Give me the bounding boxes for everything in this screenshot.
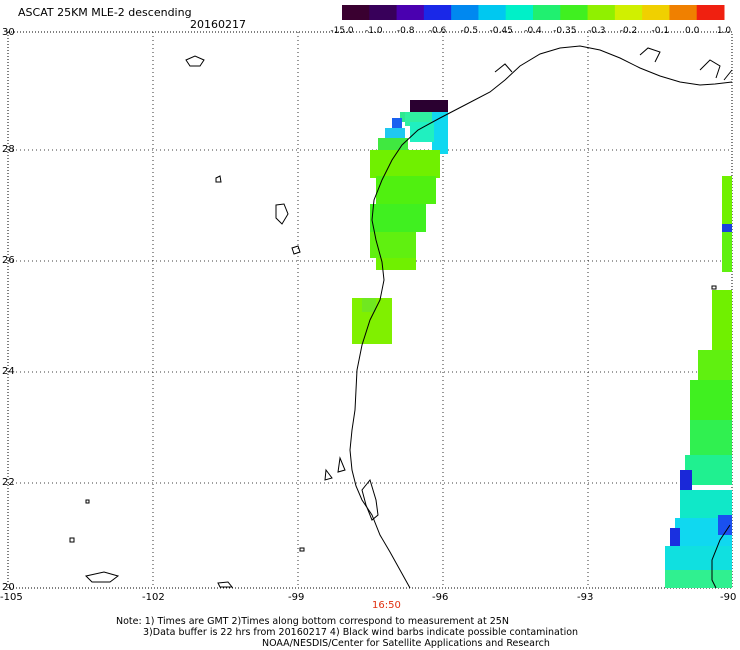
- colorbar-swatch: [560, 5, 589, 20]
- colorbar-tick-label: -15.0: [330, 26, 354, 36]
- colorbar-swatch: [642, 5, 670, 20]
- colorbar-tick-label: -0.45: [489, 26, 513, 36]
- lat-label-26: 26: [2, 255, 15, 266]
- lon-label-105: -105: [0, 592, 23, 603]
- colorbar-swatch: [451, 5, 479, 20]
- wind-swath-east: [665, 176, 732, 588]
- colorbar-tick-label: -0.35: [553, 26, 577, 36]
- colorbar-swatch: [533, 5, 561, 20]
- colorbar-tick-label: -0.3: [587, 26, 606, 36]
- colorbar-swatch: [478, 5, 507, 20]
- lon-label-102: -102: [142, 592, 165, 603]
- lat-label-28: 28: [2, 144, 15, 155]
- colorbar-tick-label: -0.5: [460, 26, 479, 36]
- colorbar-tick-label: -0.4: [524, 26, 542, 36]
- note-line-2: 3)Data buffer is 22 hrs from 20160217 4)…: [143, 627, 579, 638]
- colorbar-swatch: [342, 5, 370, 20]
- colorbar-swatch: [396, 5, 425, 20]
- colorbar-tick-label: 0.0: [684, 26, 700, 36]
- colorbar-swatch: [423, 5, 452, 20]
- note-line-3: NOAA/NESDIS/Center for Satellite Applica…: [262, 638, 550, 649]
- colorbar-swatch: [505, 5, 534, 20]
- colorbar-tick-label: -0.8: [396, 26, 415, 36]
- product-title: ASCAT 25KM MLE-2 descending: [18, 6, 192, 19]
- product-date: 20160217: [190, 18, 246, 31]
- lat-label-22: 22: [2, 477, 15, 488]
- islands: [69, 55, 717, 588]
- colorbar: [342, 5, 725, 20]
- colorbar-tick-label: -1.0: [365, 26, 383, 36]
- lon-label-93: -93: [577, 592, 594, 603]
- colorbar-swatch: [696, 5, 725, 20]
- colorbar-swatch: [614, 5, 643, 20]
- colorbar-tick-label: 1.0: [716, 26, 732, 36]
- coastline: [324, 45, 733, 589]
- lon-label-96: -96: [432, 592, 449, 603]
- time-label: 16:50: [372, 600, 401, 611]
- lat-label-20: 20: [2, 582, 15, 593]
- colorbar-swatch: [369, 5, 398, 20]
- wind-swath-texas: [352, 100, 448, 344]
- colorbar-labels: -15.0 -1.0 -0.8 -0.6 -0.5 -0.45 -0.4 -0.35 -0.3 -…: [0, 0, 740, 40]
- colorbar-tick-label: -0.1: [651, 26, 670, 36]
- lat-label-30: 30: [2, 27, 15, 38]
- note-line-1: Note: 1) Times are GMT 2)Times along bot…: [116, 616, 509, 627]
- colorbar-swatch: [587, 5, 616, 20]
- lon-label-90: -90: [720, 592, 737, 603]
- colorbar-tick-label: -0.2: [619, 26, 638, 36]
- lat-label-24: 24: [2, 366, 15, 377]
- colorbar-tick-label: -0.6: [428, 26, 447, 36]
- colorbar-swatch: [669, 5, 698, 20]
- lon-label-99: -99: [288, 592, 305, 603]
